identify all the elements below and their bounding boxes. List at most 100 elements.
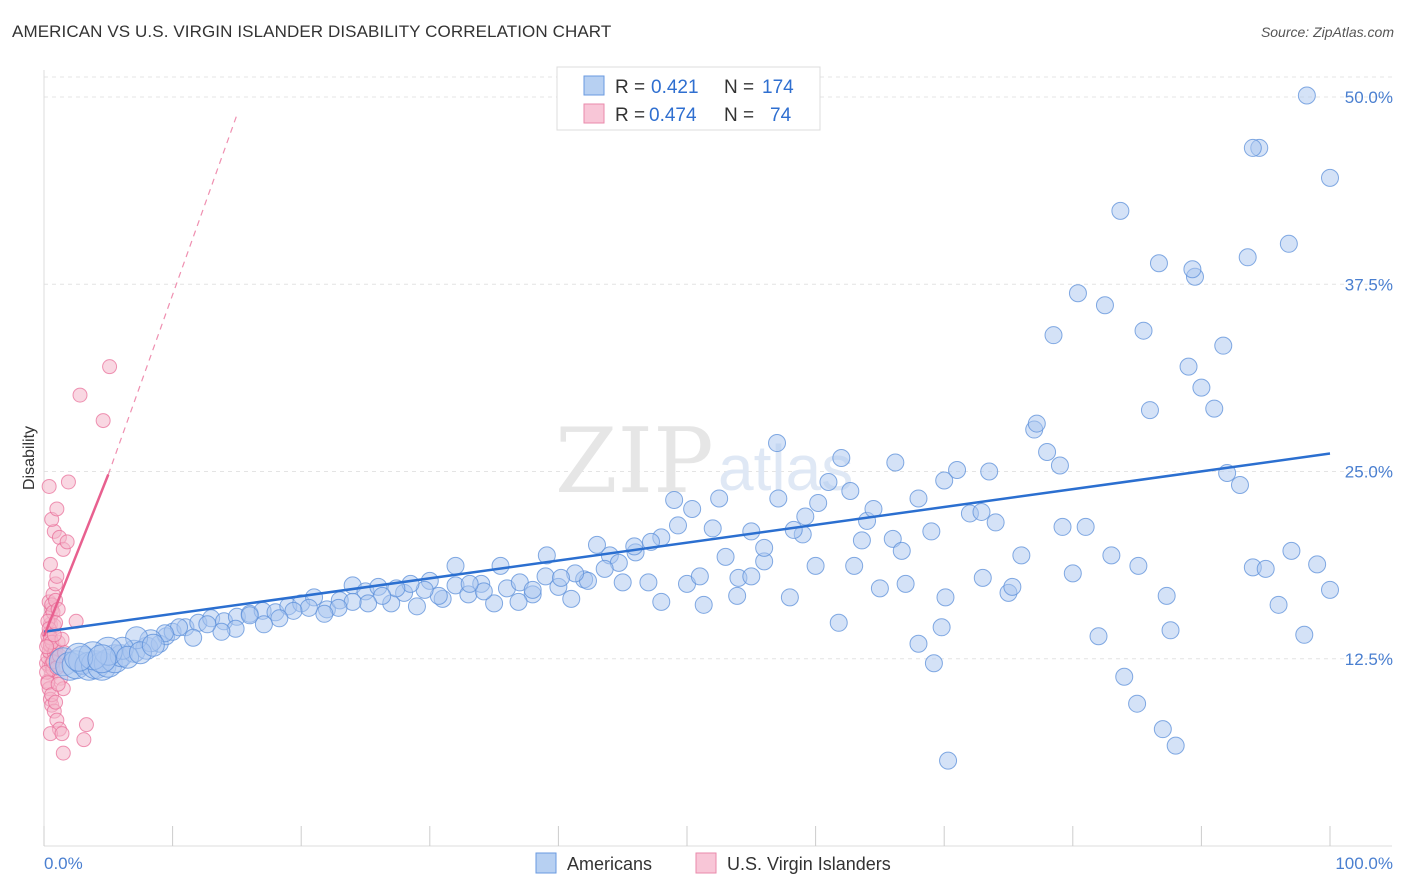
y-tick-labels: 12.5% 25.0% 37.5% 50.0% [1345, 88, 1393, 669]
american-point [1295, 625, 1314, 644]
american-point [509, 592, 528, 611]
american-point [832, 449, 851, 468]
american-point [939, 751, 958, 770]
american-point [1279, 234, 1298, 253]
american-point [1179, 357, 1198, 376]
american-point [1003, 577, 1022, 596]
bottom-swatch-islanders [695, 852, 717, 874]
american-point [587, 535, 606, 554]
source-label: Source: ZipAtlas.com [1260, 24, 1394, 40]
american-point [806, 556, 825, 575]
american-point [768, 434, 787, 453]
islander-point [78, 717, 94, 733]
american-point [972, 502, 991, 521]
american-point [796, 507, 815, 526]
islander-point [41, 478, 57, 494]
american-point [551, 568, 570, 587]
american-point [141, 633, 165, 657]
american-point [240, 606, 259, 625]
american-point [755, 538, 774, 557]
american-point [1321, 580, 1339, 599]
american-point [1256, 559, 1275, 578]
american-point [973, 568, 992, 587]
islander-point [49, 568, 65, 584]
american-point [625, 537, 644, 556]
legend-r-value-1: 0.421 [651, 77, 699, 98]
american-point [212, 622, 231, 641]
bottom-swatch-americans [535, 852, 557, 874]
american-point [780, 588, 799, 607]
american-point [1205, 399, 1224, 418]
american-point [1308, 555, 1327, 574]
american-point [1161, 621, 1180, 640]
american-point [948, 461, 967, 480]
american-point [1297, 86, 1316, 105]
american-point [883, 529, 902, 548]
american-point [1166, 736, 1185, 755]
american-point [1111, 201, 1130, 220]
american-point [716, 547, 735, 566]
legend-r-value-2: 0.474 [649, 105, 697, 126]
y-axis-label: Disability [21, 426, 38, 490]
american-point [639, 573, 658, 592]
american-point [1153, 720, 1172, 739]
american-point [683, 499, 702, 518]
american-point [1269, 595, 1288, 614]
american-point [1115, 667, 1134, 686]
islander-point [102, 359, 118, 375]
american-point [1038, 443, 1057, 462]
american-point [852, 531, 871, 550]
american-point [909, 634, 928, 653]
islander-point [39, 639, 55, 655]
american-point [769, 489, 788, 508]
legend-swatch-americans [583, 75, 605, 96]
american-point [1183, 260, 1202, 279]
american-point [613, 573, 632, 592]
american-point [1089, 627, 1108, 646]
american-point [652, 592, 671, 611]
y-tick-label: 37.5% [1345, 275, 1393, 294]
american-point [446, 556, 465, 575]
american-point [537, 546, 556, 565]
islanders-trend-extension [107, 114, 238, 475]
american-point [474, 582, 493, 601]
bottom-legend: Americans U.S. Virgin Islanders [535, 852, 891, 874]
american-point [980, 462, 999, 481]
chart-title: AMERICAN VS U.S. VIRGIN ISLANDER DISABIL… [12, 22, 612, 41]
american-point [703, 519, 722, 538]
americans-trend-line [43, 452, 1331, 634]
american-point [1282, 541, 1301, 560]
legend-r-label-2: R = [615, 105, 645, 126]
x-tick-label-max: 100.0% [1335, 854, 1393, 873]
american-point [1321, 168, 1339, 187]
american-point [87, 644, 117, 674]
legend-n-label-1: N = [724, 77, 754, 98]
legend-n-label-2: N = [724, 105, 754, 126]
islander-point [48, 694, 64, 710]
american-point [922, 522, 941, 541]
american-point [819, 472, 838, 491]
american-point [1063, 564, 1082, 583]
american-point [1243, 138, 1262, 157]
american-point [1050, 456, 1069, 475]
american-point [665, 490, 684, 509]
american-point [523, 580, 542, 599]
american-point [1095, 296, 1114, 315]
american-point [742, 567, 761, 586]
legend-swatch-islanders [583, 103, 605, 124]
american-point [485, 594, 504, 613]
american-point [359, 594, 378, 613]
american-point [710, 489, 729, 508]
islander-point [55, 745, 71, 761]
american-point [886, 453, 905, 472]
american-point [986, 513, 1005, 532]
islander-point [59, 534, 75, 550]
american-point [254, 615, 273, 634]
american-point [932, 618, 951, 637]
american-point [1068, 284, 1087, 303]
american-point [909, 489, 928, 508]
american-point [1230, 475, 1249, 494]
x-tick-label-min: 0.0% [44, 854, 83, 873]
islander-point [42, 556, 58, 572]
islander-point [49, 501, 65, 517]
